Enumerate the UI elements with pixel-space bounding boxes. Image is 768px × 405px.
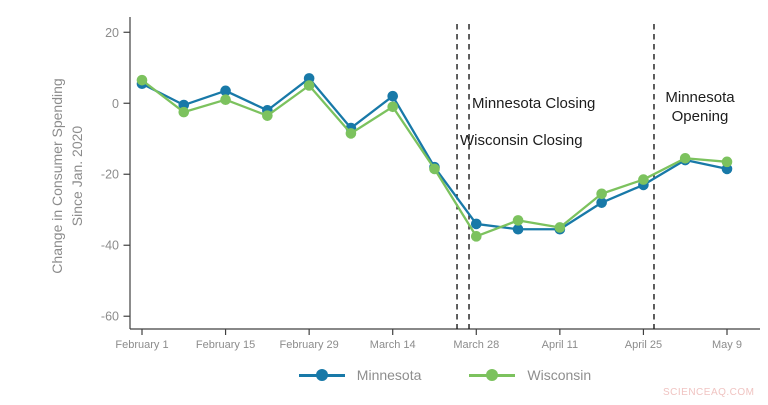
data-point-wisconsin (512, 215, 524, 226)
annotation-wisconsin-closing: Wisconsin Closing (460, 132, 583, 149)
data-point-wisconsin (220, 94, 231, 106)
x-tick-label: February 15 (196, 339, 255, 351)
data-point-wisconsin (679, 152, 691, 164)
data-point-wisconsin (596, 188, 607, 200)
data-point-wisconsin (387, 101, 399, 113)
data-point-wisconsin (262, 110, 273, 121)
y-tick-label: 20 (105, 26, 119, 40)
annotation-minnesota-closing: Minnesota Closing (472, 95, 596, 112)
data-point-wisconsin (303, 80, 315, 91)
minnesota-line-marker-icon (298, 369, 345, 381)
x-tick-label: March 14 (370, 339, 416, 351)
data-point-minnesota (220, 85, 231, 97)
y-tick-label: 0 (112, 97, 119, 111)
legend-item-wisconsin: Wisconsin (469, 367, 591, 383)
legend-label-wisconsin: Wisconsin (527, 367, 592, 383)
x-tick-label: March 28 (453, 339, 499, 351)
x-tick-label: February 1 (115, 339, 168, 351)
x-tick-label: April 25 (625, 339, 662, 351)
data-point-wisconsin (345, 128, 357, 139)
data-point-wisconsin (554, 222, 566, 233)
data-point-wisconsin (178, 106, 190, 118)
data-point-wisconsin (638, 174, 649, 185)
data-point-minnesota (596, 197, 607, 208)
series-wisconsin (136, 74, 733, 242)
watermark: SCIENCEAQ.COM (663, 387, 755, 398)
x-tick-label: May 9 (712, 339, 742, 351)
data-point-wisconsin (429, 163, 440, 175)
wisconsin-line-marker-icon (469, 369, 516, 381)
y-tick-label: -20 (101, 168, 119, 182)
data-point-minnesota (387, 90, 399, 102)
x-tick-label: April 11 (542, 339, 578, 351)
data-point-minnesota (470, 218, 482, 230)
legend-label-minnesota: Minnesota (356, 367, 422, 383)
x-tick-label: February 29 (279, 339, 338, 351)
data-point-minnesota (512, 223, 524, 235)
data-point-wisconsin (136, 74, 148, 86)
annotation-minnesota-opening: Minnesota Opening (665, 89, 735, 125)
legend-item-minnesota: Minnesota (298, 367, 422, 383)
series-line (141, 79, 728, 238)
legend: Minnesota Wisconsin (130, 362, 760, 388)
data-point-wisconsin (721, 156, 733, 168)
data-point-wisconsin (470, 231, 482, 242)
y-tick-label: -40 (101, 239, 119, 253)
y-tick-label: -60 (101, 310, 119, 324)
